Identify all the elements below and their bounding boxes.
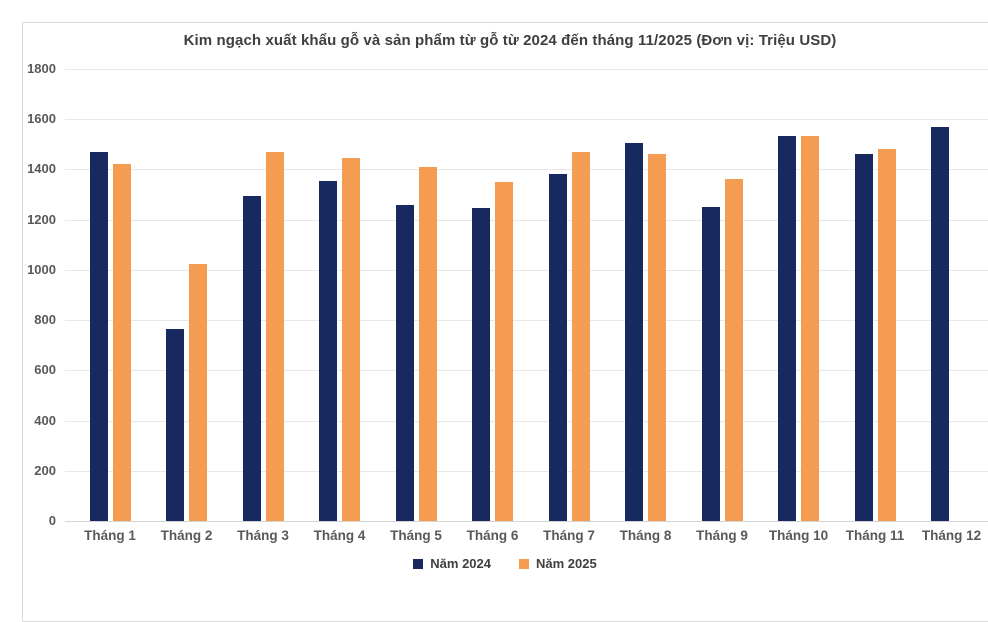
x-tick-label: Tháng 1 bbox=[72, 528, 148, 543]
bar-năm-2025-tháng-1 bbox=[113, 164, 131, 521]
x-tick-label: Tháng 8 bbox=[608, 528, 684, 543]
bar-năm-2025-tháng-6 bbox=[495, 182, 513, 521]
bar-năm-2025-tháng-7 bbox=[572, 152, 590, 521]
legend-item-năm-2025: Năm 2025 bbox=[519, 556, 597, 571]
bar-năm-2024-tháng-2 bbox=[166, 329, 184, 521]
y-tick-label: 800 bbox=[34, 312, 56, 328]
bar-năm-2024-tháng-7 bbox=[549, 174, 567, 521]
gridline bbox=[65, 119, 988, 120]
x-tick-label: Tháng 7 bbox=[531, 528, 607, 543]
bar-năm-2024-tháng-10 bbox=[778, 136, 796, 521]
gridline bbox=[65, 169, 988, 170]
plot-area bbox=[65, 69, 988, 521]
bar-năm-2025-tháng-5 bbox=[419, 167, 437, 521]
bar-năm-2025-tháng-4 bbox=[342, 158, 360, 521]
y-tick-label: 1200 bbox=[27, 212, 56, 228]
x-tick-label: Tháng 4 bbox=[302, 528, 378, 543]
x-axis-line bbox=[65, 521, 988, 522]
legend-item-năm-2024: Năm 2024 bbox=[413, 556, 491, 571]
x-tick-label: Tháng 6 bbox=[455, 528, 531, 543]
y-tick-label: 1800 bbox=[27, 61, 56, 77]
x-tick-label: Tháng 5 bbox=[378, 528, 454, 543]
bar-năm-2025-tháng-2 bbox=[189, 264, 207, 521]
bar-năm-2024-tháng-12 bbox=[931, 127, 949, 521]
x-tick-label: Tháng 9 bbox=[684, 528, 760, 543]
y-tick-label: 1000 bbox=[27, 262, 56, 278]
y-tick-label: 1600 bbox=[27, 111, 56, 127]
legend: Năm 2024 Năm 2025 bbox=[0, 556, 988, 571]
bar-năm-2025-tháng-9 bbox=[725, 179, 743, 521]
legend-swatch-icon bbox=[519, 559, 529, 569]
gridline bbox=[65, 220, 988, 221]
bar-năm-2024-tháng-3 bbox=[243, 196, 261, 521]
bar-năm-2024-tháng-1 bbox=[90, 152, 108, 521]
legend-swatch-icon bbox=[413, 559, 423, 569]
chart-title: Kim ngạch xuất khẩu gỗ và sản phẩm từ gỗ… bbox=[30, 32, 988, 49]
y-tick-label: 200 bbox=[34, 463, 56, 479]
x-tick-label: Tháng 3 bbox=[225, 528, 301, 543]
bar-năm-2024-tháng-11 bbox=[855, 154, 873, 521]
legend-label: Năm 2024 bbox=[430, 556, 491, 571]
bar-năm-2025-tháng-10 bbox=[801, 136, 819, 521]
x-tick-label: Tháng 12 bbox=[914, 528, 988, 543]
gridline bbox=[65, 69, 988, 70]
bar-năm-2024-tháng-9 bbox=[702, 207, 720, 521]
bar-năm-2025-tháng-8 bbox=[648, 154, 666, 521]
bar-năm-2024-tháng-6 bbox=[472, 208, 490, 521]
bar-năm-2025-tháng-11 bbox=[878, 149, 896, 521]
y-tick-label: 400 bbox=[34, 413, 56, 429]
x-tick-label: Tháng 2 bbox=[149, 528, 225, 543]
bar-năm-2024-tháng-8 bbox=[625, 143, 643, 521]
bar-năm-2024-tháng-4 bbox=[319, 181, 337, 521]
bar-năm-2024-tháng-5 bbox=[396, 205, 414, 521]
x-tick-label: Tháng 11 bbox=[837, 528, 913, 543]
legend-label: Năm 2025 bbox=[536, 556, 597, 571]
y-tick-label: 600 bbox=[34, 362, 56, 378]
bar-năm-2025-tháng-3 bbox=[266, 152, 284, 521]
x-tick-label: Tháng 10 bbox=[761, 528, 837, 543]
y-tick-label: 0 bbox=[49, 513, 56, 529]
y-tick-label: 1400 bbox=[27, 161, 56, 177]
